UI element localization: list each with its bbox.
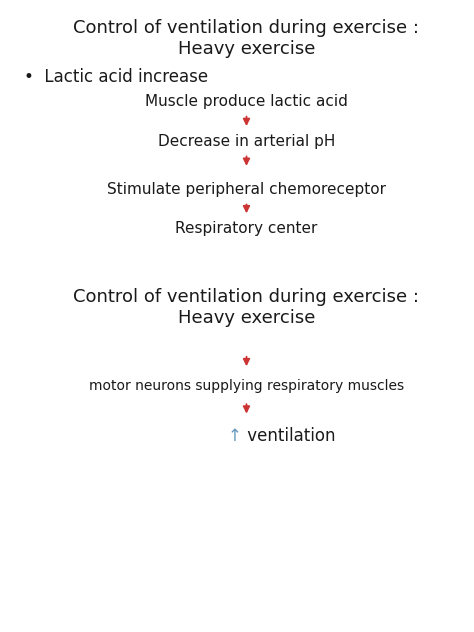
Text: Muscle produce lactic acid: Muscle produce lactic acid [145,94,348,109]
Text: ↑: ↑ [228,427,242,445]
Text: Control of ventilation during exercise :: Control of ventilation during exercise : [73,20,419,37]
Text: motor neurons supplying respiratory muscles: motor neurons supplying respiratory musc… [89,379,404,392]
Text: Decrease in arterial pH: Decrease in arterial pH [158,134,335,149]
Text: Respiratory center: Respiratory center [175,221,318,236]
Text: Heavy exercise: Heavy exercise [178,40,315,58]
Text: ventilation: ventilation [242,427,335,445]
Text: Stimulate peripheral chemoreceptor: Stimulate peripheral chemoreceptor [107,182,386,197]
Text: •  Lactic acid increase: • Lactic acid increase [24,68,208,86]
Text: Heavy exercise: Heavy exercise [178,309,315,327]
Text: Control of ventilation during exercise :: Control of ventilation during exercise : [73,288,419,306]
